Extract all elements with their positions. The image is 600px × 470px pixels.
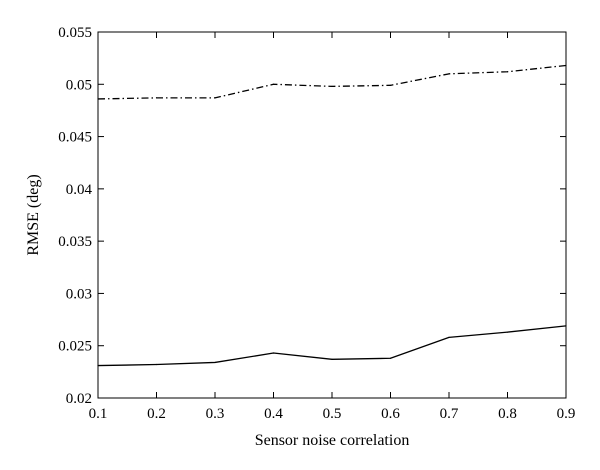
y-tick-label: 0.03 xyxy=(66,286,92,302)
series-layer xyxy=(97,64,567,367)
y-tick-label: 0.04 xyxy=(66,182,93,198)
x-tick-label: 0.6 xyxy=(381,406,400,422)
series-point xyxy=(272,83,275,85)
y-tick-label: 0.02 xyxy=(66,391,92,407)
series-point xyxy=(331,358,333,360)
series-point xyxy=(506,331,509,333)
series-point xyxy=(214,97,216,99)
series-point xyxy=(448,336,450,338)
series-point xyxy=(448,73,450,75)
x-tick-label: 0.2 xyxy=(147,406,166,422)
dash-dot-series-line xyxy=(97,64,567,100)
x-tick-label: 0.9 xyxy=(557,406,576,422)
y-axis-title: RMSE (deg) xyxy=(25,174,42,255)
y-tick-label: 0.055 xyxy=(58,25,92,41)
x-tick-label: 0.5 xyxy=(323,406,342,422)
x-tick-label: 0.4 xyxy=(264,406,283,422)
y-tick-labels: 0.02 0.025 0.03 0.035 0.04 0.045 0.05 0.055 xyxy=(58,25,92,407)
series-point xyxy=(214,361,216,364)
y-tick-label: 0.05 xyxy=(66,77,92,93)
x-axis-title: Sensor noise correlation xyxy=(255,432,410,449)
x-tick-label: 0.7 xyxy=(440,406,459,422)
axis-ticks xyxy=(97,31,567,399)
x-tick-label: 0.1 xyxy=(89,406,108,422)
x-tick-labels: 0.1 0.2 0.3 0.4 0.5 0.6 0.7 0.8 0.9 xyxy=(89,406,576,422)
x-tick-label: 0.3 xyxy=(206,406,225,422)
series-point xyxy=(155,97,158,99)
x-tick-label: 0.8 xyxy=(498,406,517,422)
series-point xyxy=(506,71,509,73)
y-tick-label: 0.025 xyxy=(58,339,92,355)
series-point xyxy=(272,352,275,354)
series-point xyxy=(155,363,158,366)
y-tick-label: 0.045 xyxy=(58,130,92,146)
series-point xyxy=(389,357,392,359)
series-point xyxy=(389,84,392,86)
y-tick-label: 0.035 xyxy=(58,234,92,250)
series-point xyxy=(331,85,333,87)
